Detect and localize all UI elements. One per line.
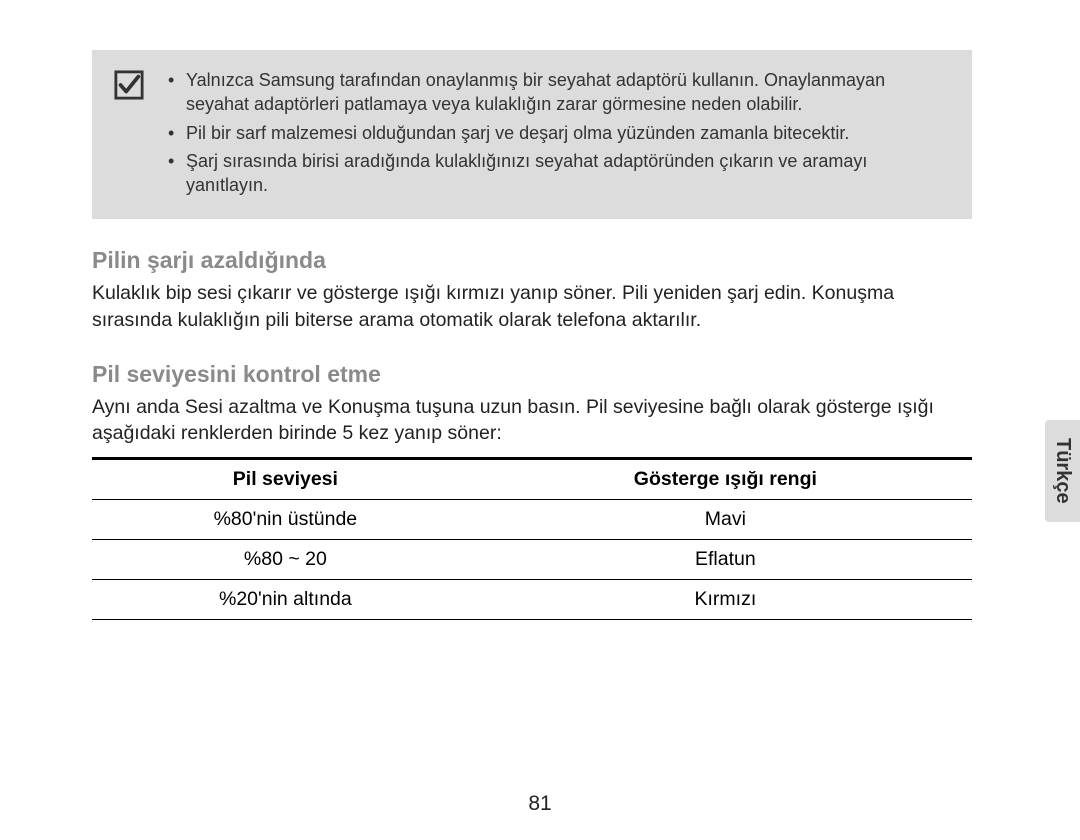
table-cell: Mavi [479,499,972,539]
note-box: Yalnızca Samsung tarafından onaylanmış b… [92,50,972,219]
table-row: %20'nin altında Kırmızı [92,579,972,619]
table-header-cell: Gösterge ışığı rengi [479,458,972,499]
section-heading-check-level: Pil seviyesini kontrol etme [92,361,972,388]
language-tab: Türkçe [1045,420,1080,522]
note-list: Yalnızca Samsung tarafından onaylanmış b… [168,68,950,201]
manual-page: Yalnızca Samsung tarafından onaylanmış b… [92,50,972,620]
table-row: %80 ~ 20 Eflatun [92,539,972,579]
table-cell: %20'nin altında [92,579,479,619]
page-number: 81 [0,792,1080,816]
battery-level-table: Pil seviyesi Gösterge ışığı rengi %80'ni… [92,457,972,620]
table-cell: %80 ~ 20 [92,539,479,579]
section-text-low-battery: Kulaklık bip sesi çıkarır ve gösterge ış… [92,280,972,333]
note-item: Yalnızca Samsung tarafından onaylanmış b… [168,68,950,117]
table-row: %80'nin üstünde Mavi [92,499,972,539]
section-heading-low-battery: Pilin şarjı azaldığında [92,247,972,274]
checkbox-note-icon [114,70,150,105]
table-cell: %80'nin üstünde [92,499,479,539]
note-item: Şarj sırasında birisi aradığında kulaklı… [168,149,950,198]
table-header-cell: Pil seviyesi [92,458,479,499]
table-header-row: Pil seviyesi Gösterge ışığı rengi [92,458,972,499]
table-cell: Kırmızı [479,579,972,619]
note-item: Pil bir sarf malzemesi olduğundan şarj v… [168,121,950,145]
table-cell: Eflatun [479,539,972,579]
section-text-check-level: Aynı anda Sesi azaltma ve Konuşma tuşuna… [92,394,972,447]
